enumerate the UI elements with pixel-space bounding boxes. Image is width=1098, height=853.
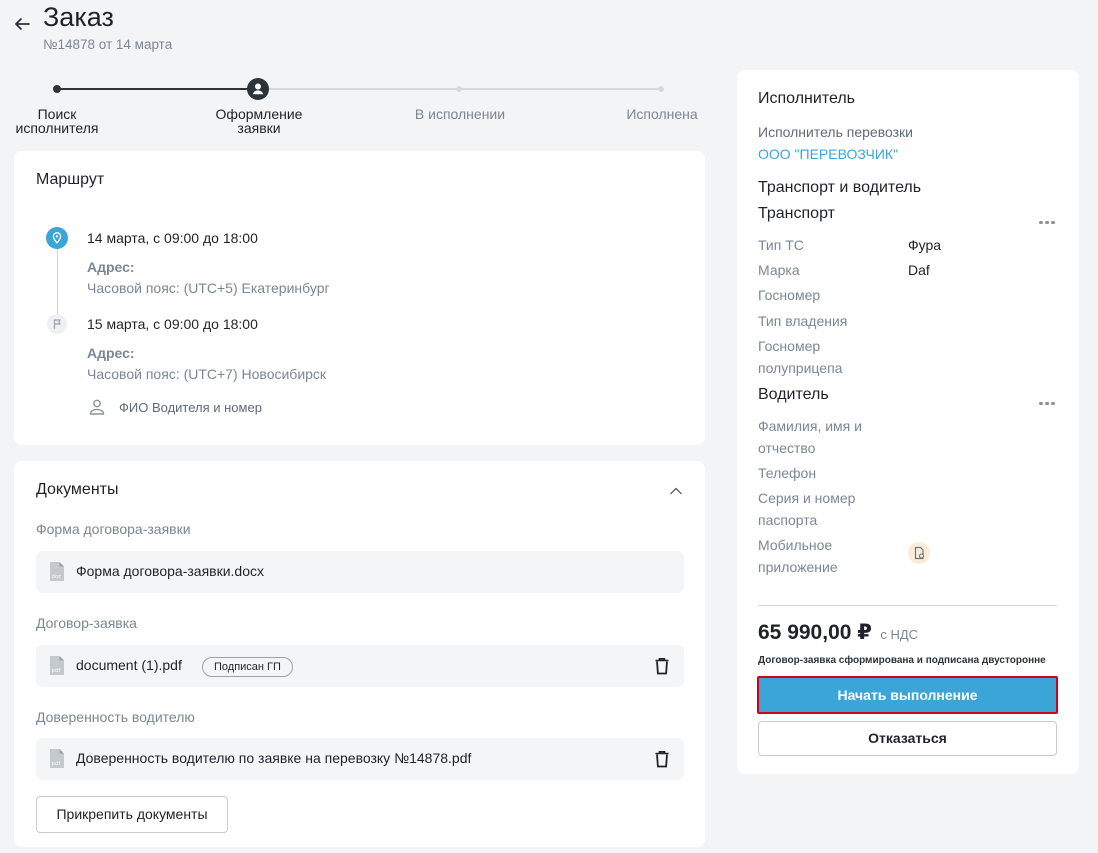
trash-icon[interactable] bbox=[654, 750, 670, 768]
route-timeline bbox=[57, 247, 58, 319]
svg-text:pdf: pdf bbox=[52, 668, 62, 674]
step-label-search: Поиск исполнителя bbox=[15, 106, 99, 136]
divider bbox=[758, 605, 1057, 606]
field-label: Телефон bbox=[758, 465, 817, 481]
driver-more-icon[interactable] bbox=[1039, 392, 1057, 405]
route-point-timezone: Часовой пояс: (UTC+5) Екатеринбург bbox=[87, 280, 330, 296]
document-row[interactable]: pdf Доверенность водителю по заявке на п… bbox=[36, 738, 684, 780]
document-file-name[interactable]: Доверенность водителю по заявке на перев… bbox=[76, 750, 472, 766]
executor-title: Исполнитель bbox=[758, 90, 856, 107]
stepper-line-done bbox=[57, 88, 259, 90]
back-arrow-icon[interactable] bbox=[12, 14, 32, 34]
driver-placeholder[interactable]: ФИО Водителя и номер bbox=[119, 400, 262, 415]
person-icon bbox=[87, 397, 107, 417]
chevron-up-icon[interactable] bbox=[668, 483, 684, 499]
mobile-app-document-icon[interactable] bbox=[908, 542, 930, 564]
documents-title: Документы bbox=[36, 481, 119, 498]
field-label: Тип ТС bbox=[758, 237, 804, 253]
pdf-file-icon: pdf bbox=[49, 655, 65, 676]
attach-documents-button[interactable]: Прикрепить документы bbox=[36, 796, 228, 833]
field-label: Фамилия, имя и отчество bbox=[758, 418, 862, 456]
step-current-user-icon bbox=[247, 78, 269, 100]
status-note: Договор-заявка сформирована и подписана … bbox=[758, 655, 1046, 666]
carrier-label: Исполнитель перевозки bbox=[758, 124, 913, 140]
document-group-label: Форма договора-заявки bbox=[36, 521, 191, 537]
start-execution-button[interactable]: Начать выполнение bbox=[757, 676, 1058, 714]
field-label: Госномер полуприцепа bbox=[758, 338, 843, 376]
location-pin-icon bbox=[46, 227, 68, 249]
route-title: Маршрут bbox=[36, 171, 105, 188]
step-label-in-progress: В исполнении bbox=[414, 106, 506, 122]
document-group-label: Доверенность водителю bbox=[36, 709, 195, 725]
field-label: Тип владения bbox=[758, 313, 848, 329]
price: 65 990,00 ₽ bbox=[758, 621, 872, 644]
pdf-file-icon: pdf bbox=[49, 748, 65, 769]
driver-heading: Водитель bbox=[758, 386, 829, 403]
transport-more-icon[interactable] bbox=[1039, 211, 1057, 224]
document-file-name[interactable]: document (1).pdf bbox=[76, 657, 182, 673]
document-row[interactable]: pdf document (1).pdf Подписан ГП bbox=[36, 645, 684, 687]
transport-heading: Транспорт bbox=[758, 205, 835, 222]
field-label: Мобильное приложение bbox=[758, 537, 838, 575]
carrier-name-link[interactable]: ООО "ПЕРЕВОЗЧИК" bbox=[758, 146, 899, 162]
document-row[interactable]: doc Форма договора-заявки.docx bbox=[36, 551, 684, 593]
field-label: Марка bbox=[758, 262, 800, 278]
document-file-name[interactable]: Форма договора-заявки.docx bbox=[76, 563, 264, 579]
price-block: 65 990,00 ₽ с НДС bbox=[758, 620, 918, 645]
route-point-date: 14 марта, с 09:00 до 18:00 bbox=[87, 230, 258, 246]
flag-icon bbox=[47, 314, 67, 334]
step-dot-done bbox=[53, 85, 61, 93]
documents-card: Документы Форма договора-заявки doc Форм… bbox=[14, 461, 705, 847]
step-label-registration: Оформление заявки bbox=[215, 106, 303, 136]
route-point-address-label: Адрес: bbox=[87, 259, 135, 275]
route-point-date: 15 марта, с 09:00 до 18:00 bbox=[87, 316, 258, 332]
decline-button[interactable]: Отказаться bbox=[758, 721, 1057, 756]
step-dot-pending bbox=[658, 86, 664, 92]
field-value: Daf bbox=[908, 262, 930, 278]
field-label: Серия и номер паспорта bbox=[758, 490, 856, 528]
field-label: Госномер bbox=[758, 287, 821, 303]
vat-label: с НДС bbox=[880, 627, 919, 642]
field-value: Фура bbox=[908, 237, 942, 253]
transport-and-driver-heading: Транспорт и водитель bbox=[758, 179, 922, 196]
trash-icon[interactable] bbox=[654, 657, 670, 675]
doc-file-icon: doc bbox=[49, 561, 65, 582]
page-title: Заказ bbox=[43, 2, 114, 32]
route-card: Маршрут 14 марта, с 09:00 до 18:00 Адрес… bbox=[14, 151, 705, 445]
svg-text:pdf: pdf bbox=[52, 761, 62, 767]
step-label-completed: Исполнена bbox=[626, 106, 698, 122]
document-group-label: Договор-заявка bbox=[36, 615, 137, 631]
order-subtitle: №14878 от 14 марта bbox=[43, 37, 173, 52]
executor-card: Исполнитель Исполнитель перевозки ООО "П… bbox=[737, 70, 1079, 774]
route-point-address-label: Адрес: bbox=[87, 345, 135, 361]
svg-text:doc: doc bbox=[52, 574, 62, 580]
step-dot-pending bbox=[456, 86, 462, 92]
status-badge: Подписан ГП bbox=[202, 657, 293, 677]
route-point-timezone: Часовой пояс: (UTC+7) Новосибирск bbox=[87, 366, 327, 382]
